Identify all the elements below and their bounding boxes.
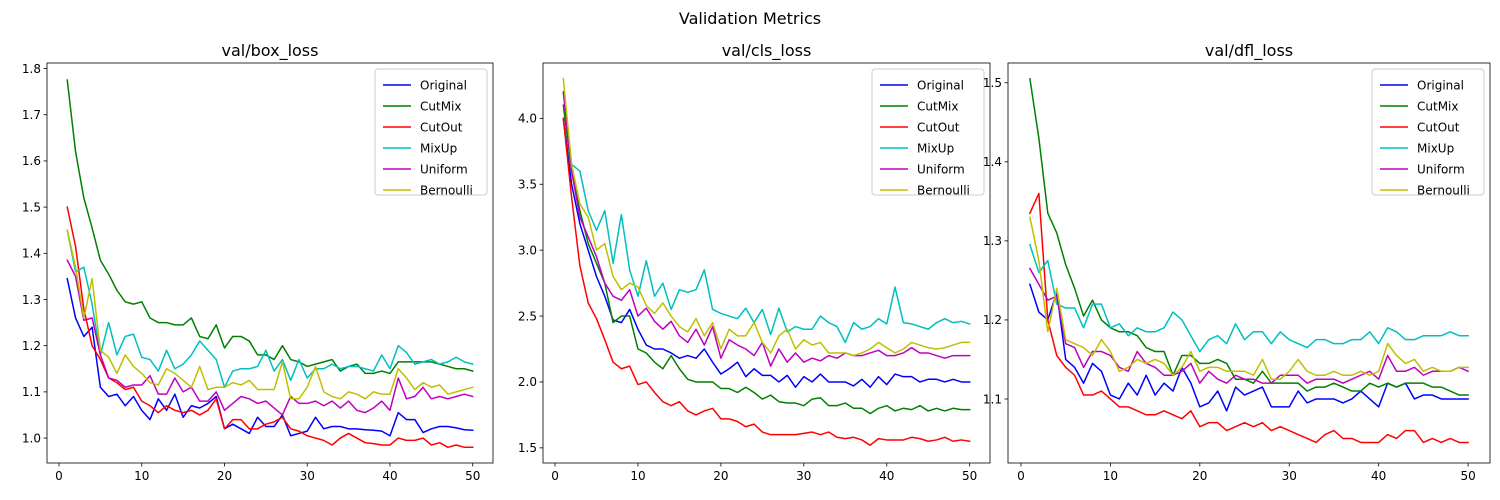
y-tick-label: 1.5 <box>983 76 1002 90</box>
series-lines <box>66 79 474 449</box>
y-tick-label: 1.7 <box>22 108 41 122</box>
legend-label-cutout: CutOut <box>420 121 463 135</box>
subplot-val-dfl-loss: val/dfl_loss 0 10 20 30 40 50 1.1 1.2 1.3 1.4 1.5 Or… <box>983 41 1491 483</box>
x-tick-label: 20 <box>1192 469 1207 483</box>
legend-label-uniform: Uniform <box>917 163 965 177</box>
series-line-cutmix <box>1029 77 1469 396</box>
legend-label-bernoulli: Bernoulli <box>420 184 473 198</box>
x-tick-label: 10 <box>1103 469 1118 483</box>
figure-suptitle: Validation Metrics <box>679 9 821 28</box>
series-line-uniform <box>562 91 971 367</box>
axes-frame <box>542 62 991 464</box>
legend-label-mixup: MixUp <box>917 142 954 156</box>
subplot-val-cls-loss: val/cls_loss 0 10 20 30 40 50 1.5 2.0 2.5 3.0 3.5 4.… <box>518 41 991 483</box>
legend-label-original: Original <box>1417 79 1464 93</box>
series-line-cutmix <box>66 79 474 375</box>
x-tick-label: 10 <box>630 469 645 483</box>
subplots: val/box_loss 0 10 20 30 40 50 1.0 1.1 1.2 1.3 1.4 1.… <box>22 41 1491 483</box>
series-line-uniform <box>1028 267 1470 384</box>
legend-label-cutmix: CutMix <box>1417 100 1458 114</box>
series-line-cutmix <box>562 104 971 415</box>
y-tick-label: 1.8 <box>22 62 41 76</box>
series-line-bernoulli <box>562 78 971 357</box>
x-tick-label: 50 <box>465 469 480 483</box>
legend-label-bernoulli: Bernoulli <box>1417 184 1470 198</box>
series-line-mixup <box>66 229 474 388</box>
x-tick-label: 20 <box>713 469 728 483</box>
series-lines <box>1028 77 1470 444</box>
legend-label-original: Original <box>917 79 964 93</box>
x-tick-label: 40 <box>382 469 397 483</box>
legend-frame <box>374 68 488 196</box>
y-tick-label: 1.6 <box>22 154 41 168</box>
legend-label-cutout: CutOut <box>917 121 960 135</box>
x-tick-label: 0 <box>55 469 63 483</box>
y-tick-label: 1.5 <box>22 200 41 214</box>
series-line-cutout <box>66 206 474 449</box>
x-tick-label: 30 <box>300 469 315 483</box>
legend-label-original: Original <box>420 79 467 93</box>
y-tick-label: 1.2 <box>22 339 41 353</box>
series-line-mixup <box>562 91 971 344</box>
x-tick-label: 0 <box>551 469 559 483</box>
series-lines <box>562 78 971 446</box>
subplot-title: val/cls_loss <box>722 41 812 61</box>
legend-label-bernoulli: Bernoulli <box>917 184 970 198</box>
axes-frame <box>46 62 494 464</box>
series-line-cutout <box>1028 192 1469 444</box>
series-line-cutout <box>562 117 971 446</box>
y-tick-label: 1.3 <box>983 234 1002 248</box>
x-tick-label: 30 <box>796 469 811 483</box>
legend-label-cutmix: CutMix <box>917 100 958 114</box>
x-tick-label: 10 <box>134 469 149 483</box>
y-tick-label: 2.0 <box>518 375 537 389</box>
x-tick-label: 20 <box>217 469 232 483</box>
series-line-original <box>562 117 971 388</box>
y-tick-label: 1.4 <box>22 247 41 261</box>
series-line-bernoulli <box>66 229 474 400</box>
y-tick-label: 1.3 <box>22 293 41 307</box>
x-tick-label: 50 <box>1460 469 1475 483</box>
legend-label-uniform: Uniform <box>420 163 468 177</box>
legend-label-mixup: MixUp <box>1417 142 1454 156</box>
axes-frame <box>1007 62 1491 464</box>
subplot-title: val/box_loss <box>222 41 319 61</box>
x-tick-label: 0 <box>1017 469 1025 483</box>
legend-frame <box>1371 68 1485 196</box>
legend-label-uniform: Uniform <box>1417 163 1465 177</box>
y-tick-label: 1.1 <box>983 392 1002 406</box>
y-tick-label: 3.5 <box>518 178 537 192</box>
y-tick-label: 1.1 <box>22 385 41 399</box>
legend-label-mixup: MixUp <box>420 142 457 156</box>
y-tick-label: 1.0 <box>22 431 41 445</box>
legend-label-cutmix: CutMix <box>420 100 461 114</box>
x-tick-label: 40 <box>1371 469 1386 483</box>
series-line-bernoulli <box>1029 216 1469 380</box>
y-tick-label: 1.5 <box>518 441 537 455</box>
y-tick-label: 2.5 <box>518 309 537 323</box>
x-tick-label: 50 <box>962 469 977 483</box>
legend-frame <box>871 68 985 196</box>
series-line-original <box>66 277 474 437</box>
series-line-uniform <box>66 259 474 416</box>
y-tick-label: 1.2 <box>983 313 1002 327</box>
legend: Original CutMix CutOut MixUp Uniform Bernoull… <box>871 68 985 198</box>
y-tick-label: 4.0 <box>518 112 537 126</box>
legend-label-cutout: CutOut <box>1417 121 1460 135</box>
series-line-mixup <box>1028 243 1469 353</box>
legend: Original CutMix CutOut MixUp Uniform Bernoull… <box>374 68 488 198</box>
y-tick-label: 1.4 <box>983 155 1002 169</box>
y-tick-label: 3.0 <box>518 243 537 257</box>
legend: Original CutMix CutOut MixUp Uniform Bernoull… <box>1371 68 1485 198</box>
subplot-title: val/dfl_loss <box>1205 41 1293 61</box>
subplot-val-box-loss: val/box_loss 0 10 20 30 40 50 1.0 1.1 1.2 1.3 1.4 1.… <box>22 41 494 483</box>
x-tick-label: 40 <box>879 469 894 483</box>
x-tick-label: 30 <box>1282 469 1297 483</box>
